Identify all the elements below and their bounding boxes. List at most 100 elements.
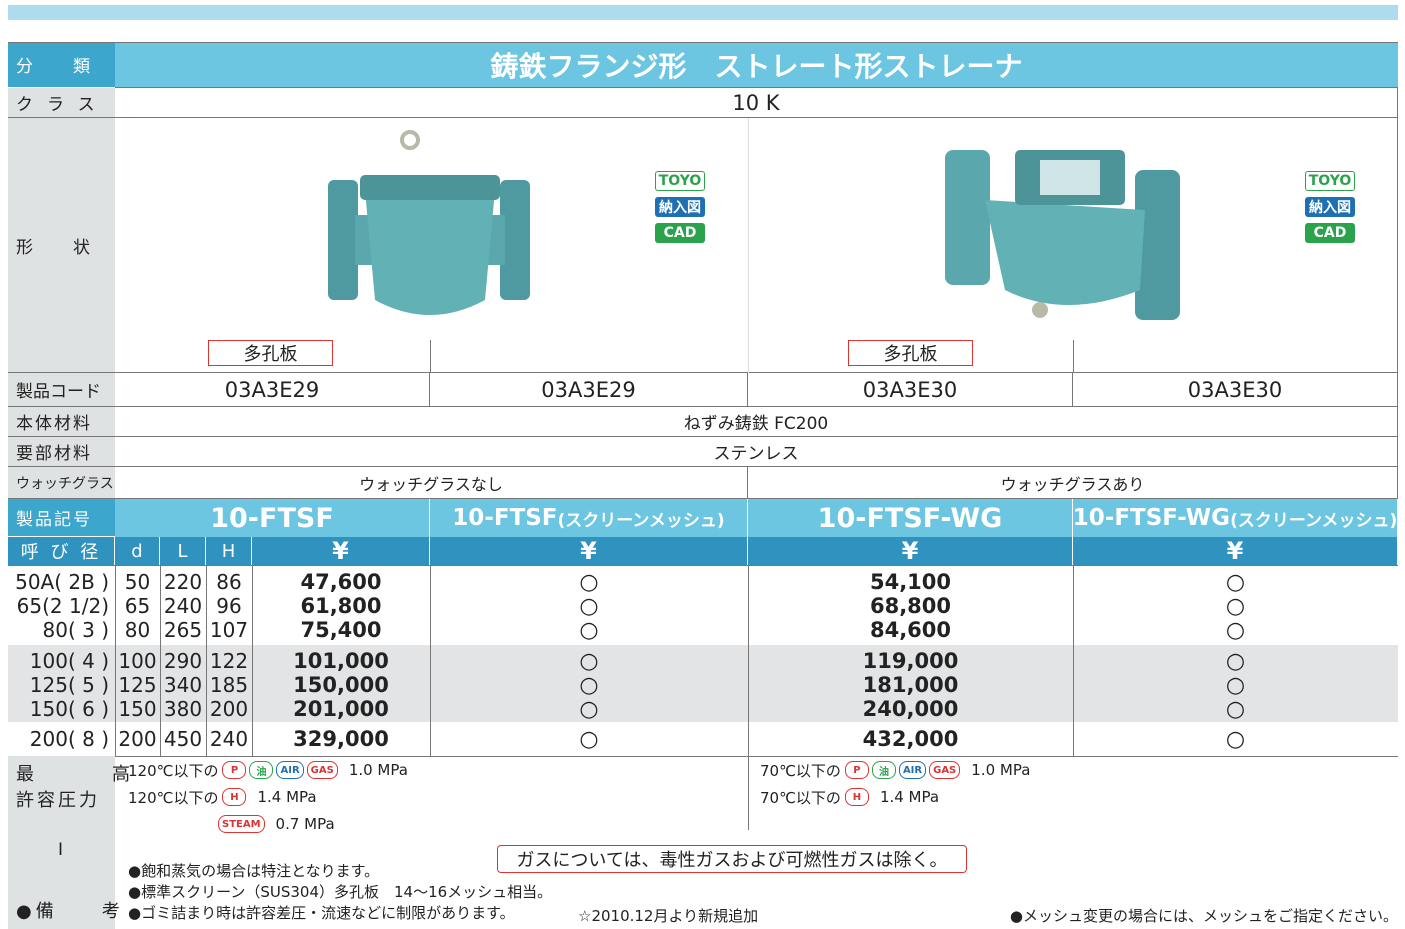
pressure-line: 120℃以下の H 1.4 MPa (128, 786, 728, 808)
plate-label: 多孔板 (848, 340, 973, 366)
remark-note: ●標準スクリーン（SUS304）多孔板 14〜16メッシュ相当。 (128, 883, 553, 901)
mesh-note: ●メッシュ変更の場合には、メッシュをご指定ください。 (1009, 906, 1398, 925)
pressure-line: 70℃以下の P 油 AIR GAS 1.0 MPa (760, 759, 1360, 781)
mesh-option: ○ (1225, 726, 1246, 752)
column-header: ¥ (252, 537, 430, 565)
class: 10 K (115, 88, 1398, 118)
pressure-value: 1.0 MPa (971, 761, 1031, 779)
price: 54,100 (869, 570, 952, 594)
badge[interactable]: CAD (1305, 223, 1355, 243)
price: 119,000 (862, 649, 959, 673)
dimension: 100 (118, 649, 157, 673)
divider (252, 565, 253, 756)
column-header: ¥ (430, 537, 748, 565)
body-material-label: 本体材料 (8, 407, 115, 437)
medium-icon: 油 (871, 761, 896, 779)
badge[interactable]: TOYO (655, 171, 705, 191)
dimension: 220 (163, 570, 203, 594)
watch-glass: ウォッチグラスなし (115, 467, 748, 499)
dimension: 107 (209, 618, 249, 642)
medium-icon: P (844, 761, 869, 779)
watch-glass: ウォッチグラスあり (748, 467, 1398, 499)
pressure-label: 許容圧力 (8, 786, 115, 812)
badge[interactable]: TOYO (1305, 171, 1355, 191)
dimension: 200 (118, 727, 157, 751)
mesh-option: ○ (1225, 569, 1246, 595)
mesh-option: ○ (579, 648, 599, 674)
dimension: 265 (163, 618, 203, 642)
shape-area (115, 118, 1398, 373)
model-name: 10-FTSF-WG (1072, 505, 1231, 531)
mesh-option: ○ (1225, 648, 1246, 674)
size: 100( 4 ) (29, 649, 109, 673)
mesh-option: ○ (1225, 593, 1246, 619)
badge[interactable]: 納入図 (1305, 197, 1355, 217)
price: 240,000 (862, 697, 959, 721)
pressure-label: 最 高 (8, 760, 130, 786)
part-material-label: 要部材料 (8, 437, 115, 467)
column-header: d (115, 537, 160, 565)
temperature: 70℃以下の (760, 788, 841, 807)
model: 10-FTSF (スクリーンメッシュ) (430, 499, 748, 537)
model-suffix: (スクリーンメッシュ) (1230, 510, 1398, 531)
mesh-option: ○ (579, 569, 599, 595)
dimension: 50 (124, 570, 151, 594)
remark-note: ●飽和蒸気の場合は特注となります。 (128, 862, 380, 880)
dimension: 240 (209, 727, 249, 751)
model: 10-FTSF-WG (スクリーンメッシュ) (1073, 499, 1398, 537)
remark-note: ●ゴミ詰まり時は許容差圧・流速などに制限があります。 (128, 904, 515, 922)
model: 10-FTSF-WG (748, 499, 1073, 537)
medium-icon: GAS (929, 761, 961, 779)
dimension: 122 (209, 649, 249, 673)
dimension: 380 (163, 697, 203, 721)
dimension: 65 (124, 594, 151, 618)
mesh-option: ○ (1225, 617, 1246, 643)
price: 75,400 (300, 618, 382, 642)
plate-label: 多孔板 (208, 340, 333, 366)
pressure-line: STEAM 0.7 MPa (218, 813, 818, 835)
code-label: 製品コード (8, 373, 115, 407)
medium-icon: 油 (249, 761, 274, 779)
column-header: H (206, 537, 252, 565)
divider (160, 565, 161, 756)
dimension: 86 (216, 570, 242, 594)
column-header: ¥ (748, 537, 1073, 565)
pressure-value: 1.4 MPa (257, 788, 317, 806)
size: 50A( 2B ) (15, 570, 109, 594)
model-suffix: (スクリーンメッシュ) (557, 510, 725, 531)
temperature: 70℃以下の (760, 761, 841, 780)
dimension: 150 (118, 697, 157, 721)
size: 150( 6 ) (29, 697, 109, 721)
shape-label: 形 状 (8, 118, 115, 373)
mesh-option: ○ (579, 617, 599, 643)
badge[interactable]: 納入図 (655, 197, 705, 217)
dimension: 185 (209, 673, 249, 697)
mesh-option: ○ (1225, 672, 1246, 698)
remarks-mark: I (8, 838, 115, 862)
price: 47,600 (300, 570, 382, 594)
divider (748, 565, 749, 756)
medium-icon: AIR (898, 761, 927, 779)
pressure-value: 0.7 MPa (275, 815, 335, 833)
price: 84,600 (869, 618, 952, 642)
divider (8, 565, 1398, 566)
divider (206, 565, 207, 756)
gas-note: ガスについては、毒性ガスおよび可燃性ガスは除く。 (497, 845, 967, 873)
dimension: 125 (118, 673, 157, 697)
medium-icon: STEAM (218, 815, 265, 833)
dimension: 200 (209, 697, 249, 721)
temperature: 120℃以下の (128, 761, 219, 780)
divider (748, 756, 749, 830)
new-note: ☆2010.12月より新規追加 (578, 906, 759, 925)
size: 80( 3 ) (42, 618, 110, 642)
pressure-value: 1.4 MPa (879, 788, 940, 806)
badge[interactable]: CAD (655, 223, 705, 243)
pressure-line: 70℃以下の H 1.4 MPa (760, 786, 1360, 808)
model-name: 10-FTSF (452, 505, 558, 531)
model-name: 10-FTSF-WG (817, 502, 1003, 534)
product-code: 03A3E29 (115, 373, 430, 407)
category: 鋳鉄フランジ形 ストレート形ストレーナ (115, 42, 1398, 88)
dimension: 340 (163, 673, 203, 697)
dimension: 290 (163, 649, 203, 673)
